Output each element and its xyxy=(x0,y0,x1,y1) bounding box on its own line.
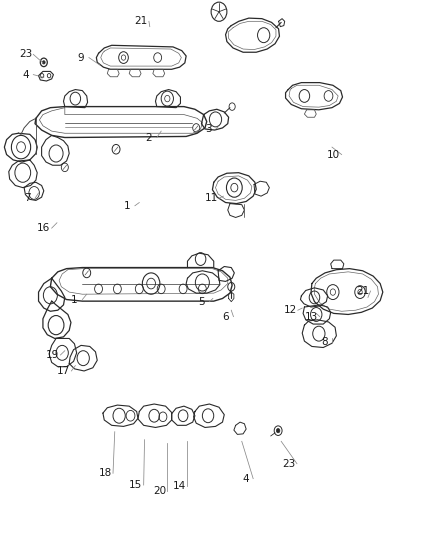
Text: 23: 23 xyxy=(19,50,32,59)
Text: 19: 19 xyxy=(46,350,59,360)
Text: 3: 3 xyxy=(205,124,212,134)
Text: 4: 4 xyxy=(242,474,249,483)
Text: 12: 12 xyxy=(283,305,297,315)
Circle shape xyxy=(276,429,280,433)
Text: 15: 15 xyxy=(129,480,142,490)
Text: 10: 10 xyxy=(327,150,340,159)
Text: 23: 23 xyxy=(283,459,296,469)
Text: 20: 20 xyxy=(153,487,166,496)
Text: 16: 16 xyxy=(37,223,50,233)
Text: 6: 6 xyxy=(222,312,229,321)
Text: 7: 7 xyxy=(24,193,31,203)
Circle shape xyxy=(42,61,45,64)
Text: 21: 21 xyxy=(356,286,369,296)
Text: 18: 18 xyxy=(99,469,112,478)
Text: 1: 1 xyxy=(71,295,78,304)
Text: 11: 11 xyxy=(205,193,218,203)
Text: 21: 21 xyxy=(134,17,148,26)
Text: 5: 5 xyxy=(198,297,205,306)
Text: 9: 9 xyxy=(78,53,85,62)
Text: 14: 14 xyxy=(173,481,186,491)
Text: 17: 17 xyxy=(57,366,70,376)
Text: 4: 4 xyxy=(22,70,29,79)
Text: 8: 8 xyxy=(321,337,328,347)
Text: 2: 2 xyxy=(145,133,152,142)
Text: 13: 13 xyxy=(305,312,318,321)
Text: 1: 1 xyxy=(124,201,131,211)
